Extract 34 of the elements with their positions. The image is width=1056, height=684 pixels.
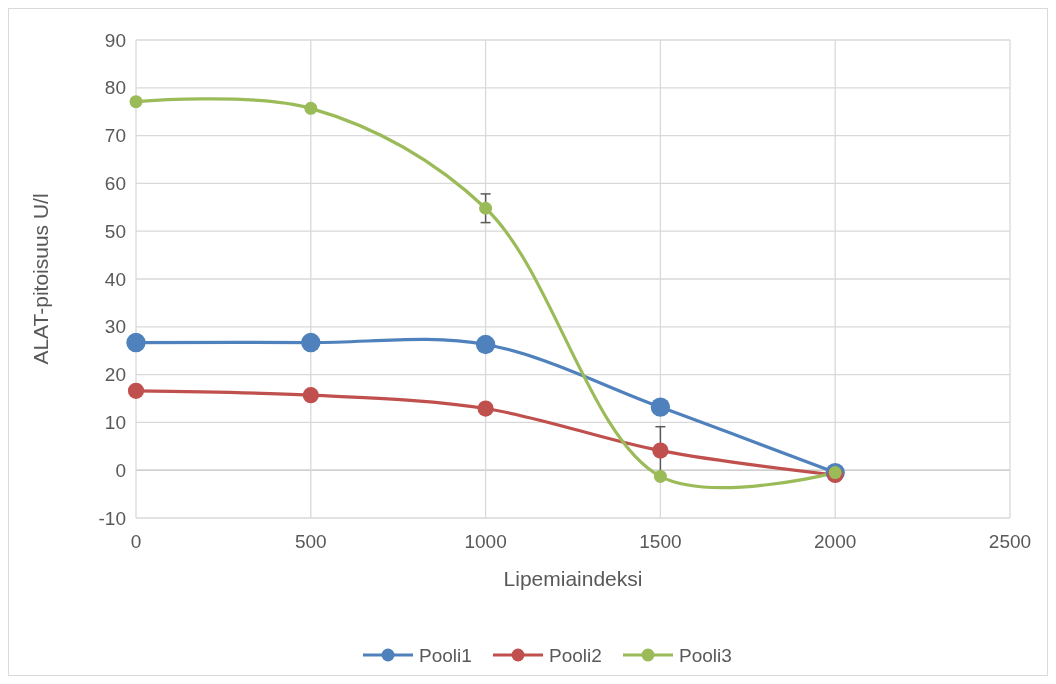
- y-axis-title: ALAT-pitoisuus U/l: [29, 193, 52, 365]
- x-tick-label: 1000: [464, 531, 507, 552]
- point: [650, 397, 671, 417]
- x-tick-label: 2500: [988, 531, 1032, 552]
- y-tick-label: 70: [104, 125, 126, 147]
- legend-label: Pooli2: [549, 644, 602, 666]
- y-tick-label: 80: [104, 77, 126, 99]
- point: [653, 469, 667, 483]
- x-tick-label: 0: [130, 531, 142, 552]
- x-axis-title: Lipemiaindeksi: [503, 567, 643, 590]
- x-tick-label: 500: [294, 531, 327, 552]
- point: [477, 400, 494, 417]
- y-tick-label: 30: [104, 316, 126, 338]
- point: [475, 334, 496, 355]
- y-tick-label: -10: [98, 507, 126, 529]
- y-tick-label: 20: [104, 364, 126, 386]
- legend-label: Pooli1: [419, 644, 472, 666]
- y-tick-label: 0: [115, 459, 126, 481]
- point: [479, 201, 493, 215]
- y-tick-label: 50: [104, 220, 126, 242]
- point: [302, 387, 319, 404]
- y-tick-label: 90: [104, 29, 126, 51]
- y-tick-label: 40: [104, 268, 126, 290]
- x-tick-label: 1500: [639, 531, 682, 552]
- point: [129, 95, 143, 109]
- x-tick-label: 2000: [814, 531, 857, 552]
- legend-label: Pooli3: [679, 644, 732, 666]
- point: [127, 382, 145, 399]
- point: [652, 442, 669, 459]
- y-tick-label: 60: [104, 173, 126, 195]
- y-tick-label: 10: [104, 412, 126, 434]
- point: [126, 332, 146, 353]
- point: [301, 332, 321, 353]
- point: [304, 101, 318, 115]
